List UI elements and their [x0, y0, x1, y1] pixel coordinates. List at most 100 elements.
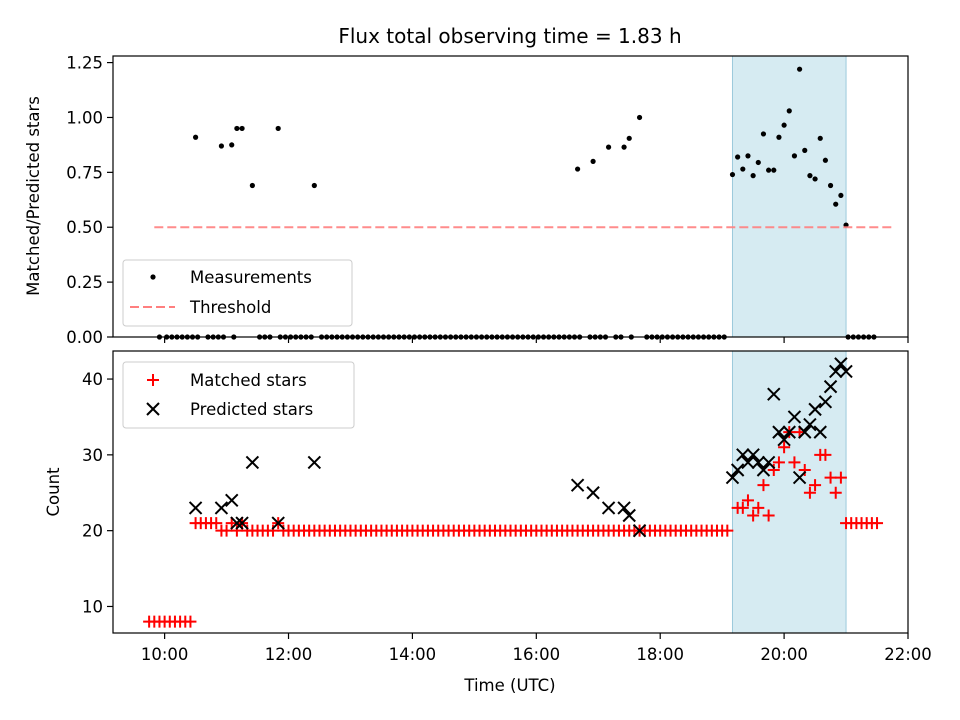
- predicted-star-marker: [751, 455, 765, 470]
- count-legend-box: [122, 361, 355, 429]
- predicted-star-marker: [230, 516, 244, 530]
- predicted-star-marker: [829, 364, 843, 379]
- matched-star-marker: [798, 464, 811, 477]
- matched-star-marker: [829, 486, 842, 499]
- measurement-point: [745, 153, 751, 159]
- ratio-y-tick-label: 1.00: [66, 108, 103, 127]
- measurement-point: [827, 182, 834, 189]
- matched-star-marker: [184, 615, 197, 628]
- measurement-point: [796, 66, 803, 72]
- predicted-star-marker: [730, 463, 745, 477]
- measurement-point: [729, 171, 736, 178]
- predicted-star-marker: [787, 410, 802, 424]
- predicted-star-marker: [271, 516, 285, 530]
- measurement-point: [781, 122, 787, 128]
- measurement-point: [812, 176, 818, 182]
- predicted-star-marker: [834, 357, 848, 371]
- ratio-y-tick-label: 0.25: [66, 273, 103, 292]
- count-y-tick-label: 30: [82, 446, 103, 465]
- ratio-y-tick-label: 0.50: [66, 218, 103, 237]
- measurement-point: [234, 125, 240, 132]
- predicted-star-marker: [772, 425, 786, 439]
- predicted-star-marker: [803, 417, 817, 432]
- predicted-star-marker: [761, 455, 776, 470]
- ratio-y-tick-label: 0.00: [66, 328, 103, 347]
- time-x-label: Time (UTC): [463, 676, 555, 695]
- time-x-tick-label: 12:00: [265, 645, 313, 664]
- measurement-point: [229, 142, 235, 148]
- time-x-tick-label: 10:00: [141, 645, 189, 664]
- count-legend: Matched stars Predicted stars: [122, 361, 355, 429]
- matched-stars-points: [143, 426, 884, 628]
- measurement-point: [791, 153, 798, 159]
- predicted-star-marker: [214, 501, 229, 515]
- predicted-star-marker: [586, 486, 600, 500]
- time-x-tick-label: 20:00: [760, 645, 808, 664]
- predicted-star-marker: [818, 395, 833, 409]
- ratio-legend-box: [122, 259, 353, 327]
- measurement-point: [239, 125, 245, 132]
- predicted-star-marker: [736, 448, 750, 462]
- predicted-star-marker: [792, 470, 807, 485]
- ratio-y-label: Matched/Predicted stars: [24, 96, 43, 296]
- matched-star-marker: [824, 471, 837, 484]
- matched-star-marker: [788, 456, 801, 469]
- count-axes-frame: [112, 350, 909, 634]
- predicted-star-marker: [632, 523, 647, 538]
- measurement-point: [590, 158, 596, 164]
- predicted-star-marker: [813, 425, 827, 439]
- legend-predicted-stars: Predicted stars: [190, 400, 313, 419]
- matched-star-marker: [267, 524, 280, 537]
- measurement-point: [621, 144, 627, 150]
- count-y-tick-label: 10: [82, 597, 103, 616]
- observing-window-span: [731, 350, 847, 634]
- matched-star-marker: [752, 501, 765, 514]
- matched-star-marker: [803, 486, 816, 499]
- measurement-point: [822, 157, 829, 163]
- measurements-legend-marker: [150, 274, 156, 280]
- predicted-star-marker: [767, 387, 781, 401]
- measurement-point: [807, 173, 813, 179]
- matched-legend-marker: [147, 374, 159, 386]
- measurement-point: [575, 166, 581, 172]
- predicted-star-marker: [725, 470, 740, 485]
- measurement-point: [605, 144, 612, 150]
- predicted-star-marker: [235, 516, 249, 530]
- ratio-y-axis: 0.00 0.25 0.50 0.75 1.00 1.25: [66, 54, 113, 347]
- measurement-point: [776, 134, 782, 140]
- observing-window-span: [731, 55, 847, 338]
- predicted-star-marker: [741, 455, 755, 470]
- predicted-star-marker: [756, 463, 771, 477]
- matched-star-marker: [767, 464, 780, 477]
- predicted-star-marker: [808, 402, 822, 417]
- matched-star-marker: [747, 509, 760, 522]
- matched-star-marker: [757, 479, 770, 492]
- matched-star-marker: [210, 517, 223, 530]
- measurement-point: [740, 166, 746, 172]
- matched-star-marker: [220, 524, 233, 537]
- predicted-star-marker: [746, 448, 760, 462]
- predicted-star-marker: [601, 501, 616, 515]
- predicted-star-marker: [622, 508, 636, 523]
- predicted-star-marker: [839, 364, 853, 379]
- measurement-point: [636, 114, 643, 121]
- matched-star-marker: [871, 517, 884, 530]
- legend-matched-stars: Matched stars: [190, 371, 307, 390]
- predicted-star-marker: [823, 379, 838, 394]
- chart-title: Flux total observing time = 1.83 h: [338, 24, 681, 48]
- predicted-star-marker: [798, 425, 812, 439]
- count-panel: 10 20 30 40 10:00 12:00 14:00 16:00 18:00 20:00 2…: [44, 350, 932, 695]
- predicted-star-marker: [307, 455, 322, 470]
- predicted-star-marker: [245, 455, 260, 470]
- measurement-point: [817, 135, 823, 141]
- measurement-point: [626, 135, 632, 141]
- legend-measurements: Measurements: [190, 268, 312, 287]
- count-y-label: Count: [44, 467, 63, 517]
- matched-star-marker: [736, 501, 749, 514]
- measurement-point: [750, 173, 756, 179]
- measurement-point: [771, 167, 777, 173]
- time-x-tick-label: 22:00: [884, 645, 932, 664]
- measurement-point: [249, 182, 255, 189]
- measurement-point: [838, 192, 844, 199]
- time-x-tick-label: 14:00: [389, 645, 437, 664]
